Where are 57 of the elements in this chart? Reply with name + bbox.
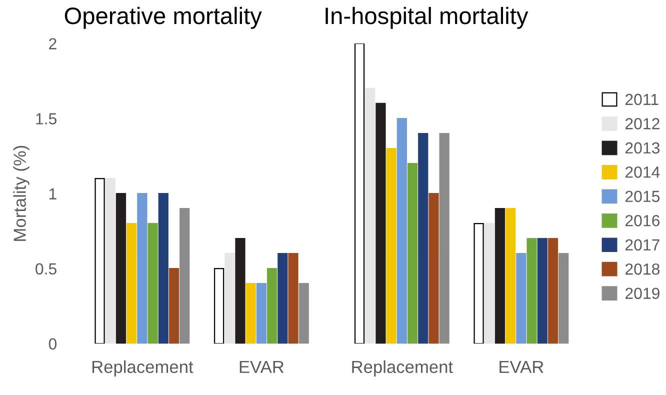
bar: [126, 223, 137, 344]
bar: [558, 253, 569, 344]
legend-label: 2017: [625, 239, 660, 251]
bar: [168, 268, 180, 344]
bar: [407, 162, 418, 344]
bar: [148, 223, 158, 344]
bar: [376, 102, 386, 344]
bar: [116, 192, 126, 344]
bar: [354, 43, 365, 344]
bar: [235, 238, 246, 344]
legend-label: 2018: [625, 263, 660, 275]
bar: [278, 253, 288, 344]
bar: [548, 238, 558, 344]
bar: [428, 192, 439, 344]
bar: [484, 223, 494, 344]
y-tick-label: 0.5: [36, 263, 56, 275]
bar: [494, 208, 506, 344]
y-tick-label: 1.5: [36, 113, 56, 124]
y-axis-title: Mortality (%): [13, 146, 30, 241]
x-tick-label: EVAR: [240, 360, 284, 373]
legend-label: 2019: [625, 288, 660, 300]
bar: [439, 132, 450, 344]
x-tick-label: Replacement: [352, 360, 453, 376]
y-tick-label: 0: [48, 338, 57, 350]
bar: [288, 253, 298, 344]
legend-label: 2013: [625, 142, 660, 154]
bar: [256, 283, 267, 344]
bar: [506, 208, 516, 344]
bar: [365, 88, 376, 344]
bar: [214, 268, 224, 344]
bar: [158, 192, 168, 344]
chart-title: In-hospital mortality: [326, 6, 528, 29]
bar: [266, 268, 278, 344]
bar: [94, 178, 105, 344]
bar: [224, 253, 235, 344]
bar: [526, 238, 537, 344]
bar: [180, 208, 190, 344]
bar: [246, 283, 256, 344]
bar: [386, 148, 396, 344]
bar: [298, 283, 309, 344]
legend-label: 2016: [625, 214, 660, 226]
legend-label: 2012: [625, 118, 660, 130]
bar: [137, 192, 148, 344]
y-tick-label: 1: [49, 188, 56, 200]
legend-label: 2011: [625, 94, 658, 106]
legend-label: 2014: [625, 166, 660, 178]
x-tick-label: Replacement: [92, 360, 194, 376]
bar: [537, 238, 548, 344]
legend-label: 2015: [625, 190, 660, 202]
bar: [516, 253, 526, 344]
chart-title: Operative mortality: [64, 6, 262, 29]
y-tick-label: 2: [49, 38, 56, 50]
bar: [105, 178, 116, 344]
bar: [418, 132, 428, 344]
bar: [474, 223, 484, 344]
x-tick-label: EVAR: [500, 360, 544, 373]
bar: [396, 118, 407, 344]
